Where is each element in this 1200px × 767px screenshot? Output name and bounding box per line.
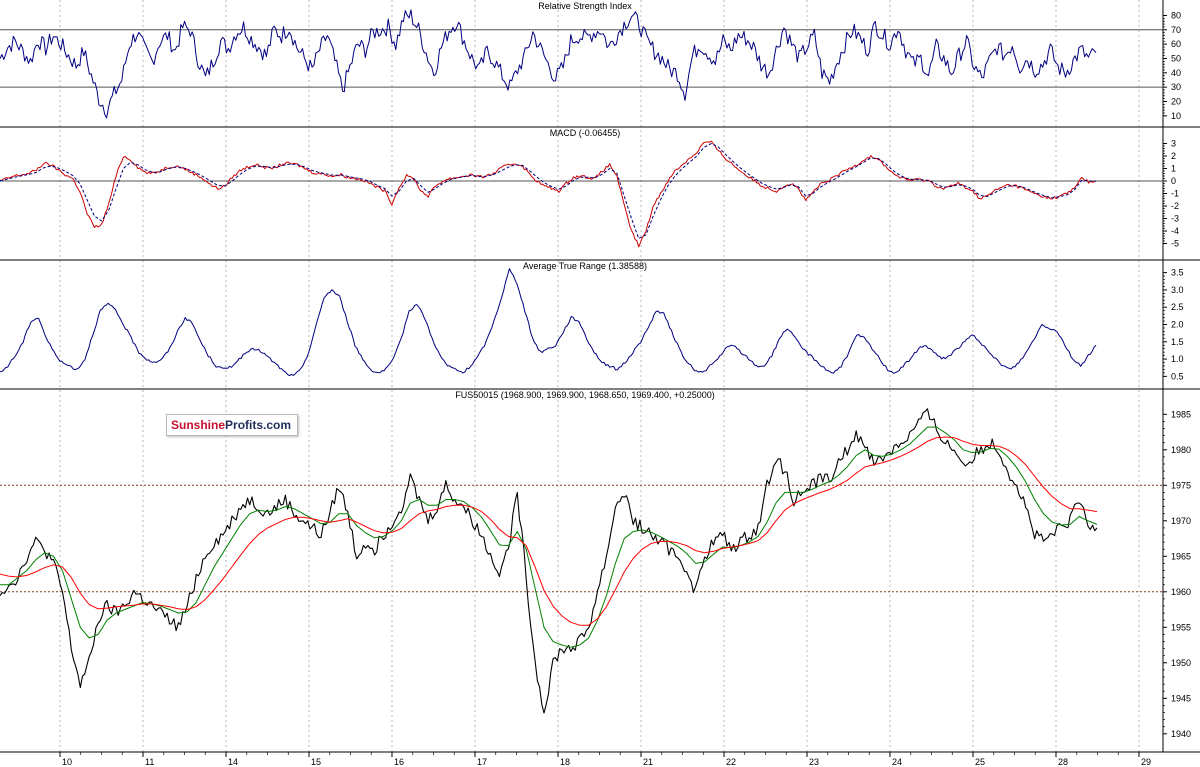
panel-title: MACD (-0.06455) (550, 128, 621, 138)
y-tick-label: 2.5 (1171, 302, 1184, 312)
y-tick-label: 2.0 (1171, 320, 1184, 330)
series-price-1 (0, 426, 1098, 648)
panel-title: Average True Range (1.38588) (523, 261, 647, 271)
y-tick-label: 0.5 (1171, 371, 1184, 381)
panel-macd: -5 -4 -3 -2 -1 0 1 2 3 MACD (-0.06455) (0, 127, 1200, 261)
x-tick-label: 16 (394, 757, 404, 767)
panel-rsi: 10 20 30 40 50 60 70 80 Relative Strength Index (0, 0, 1200, 128)
x-tick-label: 22 (726, 757, 736, 767)
y-tick-label: 0 (1171, 176, 1176, 186)
y-tick-label: 3.0 (1171, 285, 1184, 295)
y-tick-label: 3.5 (1171, 268, 1184, 278)
y-tick-label: 1965 (1171, 551, 1191, 561)
y-tick-label: 30 (1171, 82, 1181, 92)
logo-part-profits: Profits.com (225, 418, 292, 432)
panel-price: 1940 1945 1950 1955 1960 1965 1970 1975 1980 1985… (0, 389, 1200, 753)
y-tick-label: 1.5 (1171, 337, 1184, 347)
y-tick-label: 60 (1171, 39, 1181, 49)
x-tick-label: 28 (1058, 757, 1068, 767)
y-tick-label: -1 (1171, 189, 1179, 199)
x-axis: 10 11 14 15 16 17 18 21 22 23 24 25 28 29 (59, 752, 1151, 767)
y-tick-label: 1975 (1171, 480, 1191, 490)
sunshine-profits-logo: SunshineProfits.com (166, 414, 299, 436)
y-tick-label: 1940 (1171, 729, 1191, 739)
y-tick-label: -2 (1171, 201, 1179, 211)
y-tick-label: -5 (1171, 239, 1179, 249)
y-tick-label: 40 (1171, 68, 1181, 78)
y-tick-label: -4 (1171, 226, 1179, 236)
x-tick-label: 23 (809, 757, 819, 767)
y-tick-label: 1950 (1171, 658, 1191, 668)
x-tick-label: 18 (560, 757, 570, 767)
x-tick-label: 14 (228, 757, 238, 767)
x-tick-label: 15 (311, 757, 321, 767)
grid-layer (59, 0, 1140, 752)
x-tick-label: 10 (62, 757, 72, 767)
x-tick-label: 21 (643, 757, 653, 767)
x-tick-label: 29 (1141, 757, 1151, 767)
y-tick-label: 50 (1171, 53, 1181, 63)
y-tick-label: 1 (1171, 164, 1176, 174)
panel-atr: 0.5 1.0 1.5 2.0 2.5 3.0 3.5 Average True Range … (0, 260, 1200, 390)
y-tick-label: 1.0 (1171, 354, 1184, 364)
x-tick-label: 17 (477, 757, 487, 767)
series-price-0 (0, 408, 1098, 714)
series-rsi-0 (0, 9, 1097, 119)
y-tick-label: 80 (1171, 10, 1181, 20)
y-tick-label: 1955 (1171, 622, 1191, 632)
y-tick-label: 1970 (1171, 516, 1191, 526)
panel-title: Relative Strength Index (538, 1, 632, 11)
x-tick-label: 11 (145, 757, 154, 767)
x-tick-label: 24 (892, 757, 902, 767)
panel-title: FUS50015 (1968.900, 1969.900, 1968.650, … (455, 390, 714, 400)
series-macd-1 (0, 143, 1096, 239)
x-tick-label: 25 (975, 757, 985, 767)
logo-part-sunshine: Sunshine (171, 418, 226, 432)
y-tick-label: 70 (1171, 25, 1181, 35)
y-tick-label: 1945 (1171, 693, 1191, 703)
y-tick-label: 1960 (1171, 587, 1191, 597)
y-tick-label: 2 (1171, 151, 1176, 161)
series-atr-0 (0, 268, 1097, 377)
y-tick-label: 1985 (1171, 409, 1191, 419)
y-tick-label: 3 (1171, 139, 1176, 149)
series-price-2 (0, 436, 1098, 626)
y-tick-label: -3 (1171, 214, 1179, 224)
y-tick-label: 20 (1171, 96, 1181, 106)
y-tick-label: 1980 (1171, 445, 1191, 455)
y-tick-label: 10 (1171, 111, 1181, 121)
